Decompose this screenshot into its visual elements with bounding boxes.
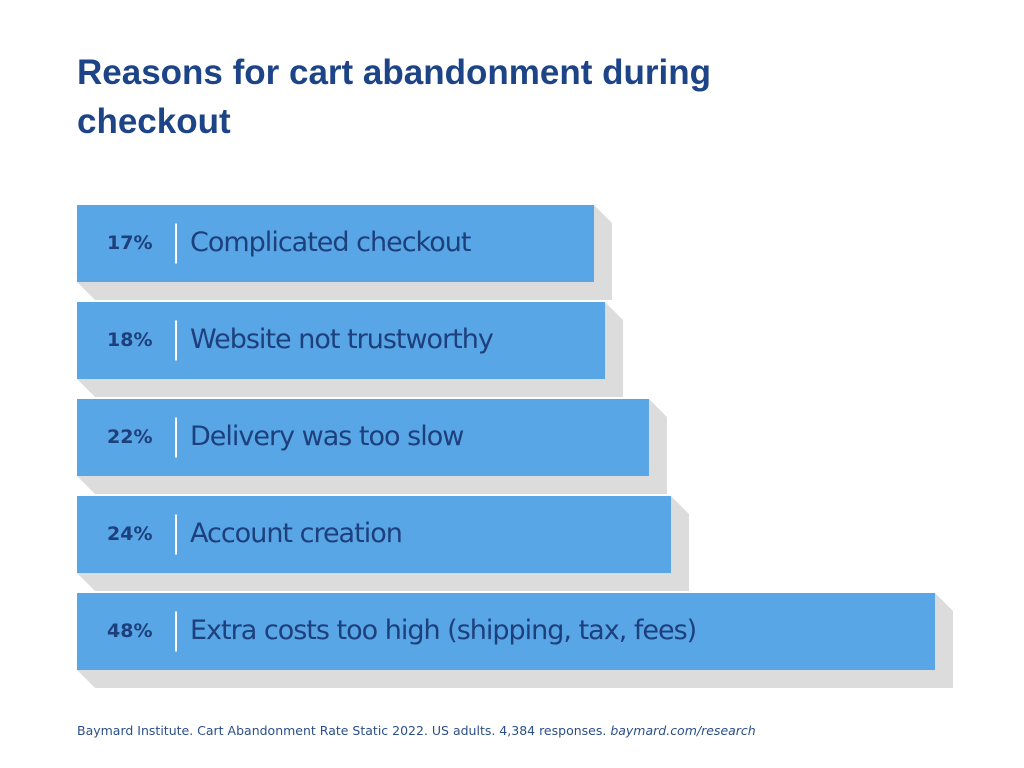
category-label: Delivery was too slow bbox=[190, 421, 463, 452]
source-text: Baymard Institute. Cart Abandonment Rate… bbox=[77, 723, 606, 738]
bar bbox=[77, 205, 594, 282]
value-label: 17% bbox=[107, 232, 152, 254]
chart-title: Reasons for cart abandonment during bbox=[77, 53, 711, 92]
bar-shadow bbox=[77, 205, 612, 300]
value-label: 18% bbox=[107, 329, 152, 351]
bar-shadow bbox=[77, 399, 667, 494]
category-label: Account creation bbox=[190, 518, 402, 549]
bar bbox=[77, 399, 649, 476]
bar bbox=[77, 593, 935, 670]
source-note: Baymard Institute. Cart Abandonment Rate… bbox=[77, 723, 756, 738]
value-label: 22% bbox=[107, 426, 152, 448]
bar-shadow bbox=[77, 593, 953, 688]
bar-shadow bbox=[77, 302, 623, 397]
chart-title-line-2: checkout bbox=[77, 102, 231, 141]
bar-shadow bbox=[77, 496, 689, 591]
value-label: 48% bbox=[107, 620, 152, 642]
bar bbox=[77, 302, 605, 379]
category-label: Extra costs too high (shipping, tax, fee… bbox=[190, 615, 696, 646]
category-label: Website not trustworthy bbox=[190, 324, 494, 355]
source-link: baymard.com/research bbox=[610, 723, 755, 738]
value-label: 24% bbox=[107, 523, 152, 545]
category-label: Complicated checkout bbox=[190, 227, 471, 258]
